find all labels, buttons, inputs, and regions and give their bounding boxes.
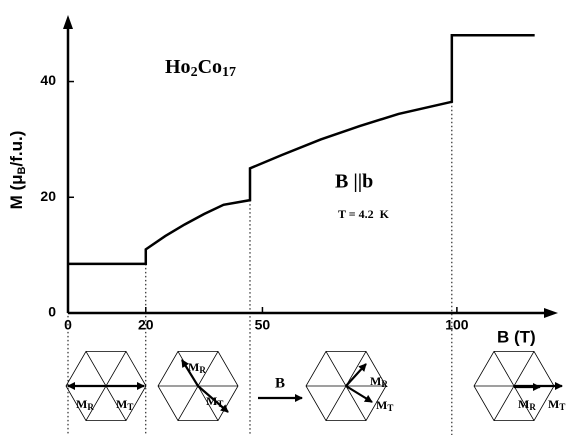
label-part: M	[206, 394, 217, 408]
x-tick-label: 50	[255, 317, 271, 333]
moment-label: MT	[376, 398, 393, 413]
y-tick-label: 0	[48, 304, 56, 320]
label-sub: T	[127, 402, 133, 412]
moment-label: MT	[116, 397, 133, 412]
label-part: M	[518, 397, 529, 411]
label-sub: R	[529, 402, 536, 412]
formula-part: Co	[198, 56, 222, 78]
hexagon: MR MT	[474, 351, 565, 420]
label-sub: T	[387, 403, 393, 413]
label-part: M	[370, 374, 381, 388]
label-sub: T	[559, 402, 565, 412]
y-tick-label: 40	[40, 72, 56, 88]
formula-part: Ho	[165, 56, 191, 78]
formula: Ho2Co17	[165, 56, 236, 81]
label-part: M	[116, 397, 127, 411]
label-part: M	[188, 360, 199, 374]
label-part: M	[548, 397, 559, 411]
field-arrow-label: B	[275, 375, 285, 391]
moment-label: MR	[370, 374, 388, 389]
label-sub: R	[87, 402, 94, 412]
y-label-part: M (μ	[7, 174, 26, 209]
x-axis-label: B (T)	[497, 327, 536, 346]
x-tick-label: 100	[445, 317, 469, 333]
y-axis-label: M (μB/f.u.)	[7, 131, 27, 210]
y-axis-arrow	[63, 15, 73, 29]
hexagon: MR MT	[306, 351, 393, 420]
moment-label: MT	[206, 394, 223, 409]
moment-label: MT	[548, 397, 565, 412]
y-label-sub: B	[16, 166, 28, 174]
field-direction: B ||b	[335, 171, 373, 193]
label-sub: R	[381, 379, 388, 389]
y-tick-label: 20	[40, 188, 56, 204]
label-sub: T	[217, 399, 223, 409]
data-line	[68, 35, 535, 264]
hexagon: MR MT	[158, 351, 238, 420]
formula-sub: 17	[222, 65, 236, 80]
diagrams: MR MT MR MT B MR MT MR MT	[66, 351, 565, 420]
formula-sub: 2	[191, 65, 198, 80]
moment-label: MR	[188, 360, 206, 375]
moment-label: MR	[76, 397, 94, 412]
hexagon: MR MT	[66, 351, 146, 420]
x-axis-arrow	[544, 308, 558, 318]
y-label-part: /f.u.)	[7, 131, 26, 167]
temperature: T = 4.2 K	[338, 207, 390, 221]
moment-label: MR	[518, 397, 536, 412]
label-part: M	[376, 398, 387, 412]
label-sub: R	[199, 365, 206, 375]
label-part: M	[76, 397, 87, 411]
chart: M (μB/f.u.) B (T) Ho2Co17 B ||b T = 4.2 …	[0, 0, 571, 435]
